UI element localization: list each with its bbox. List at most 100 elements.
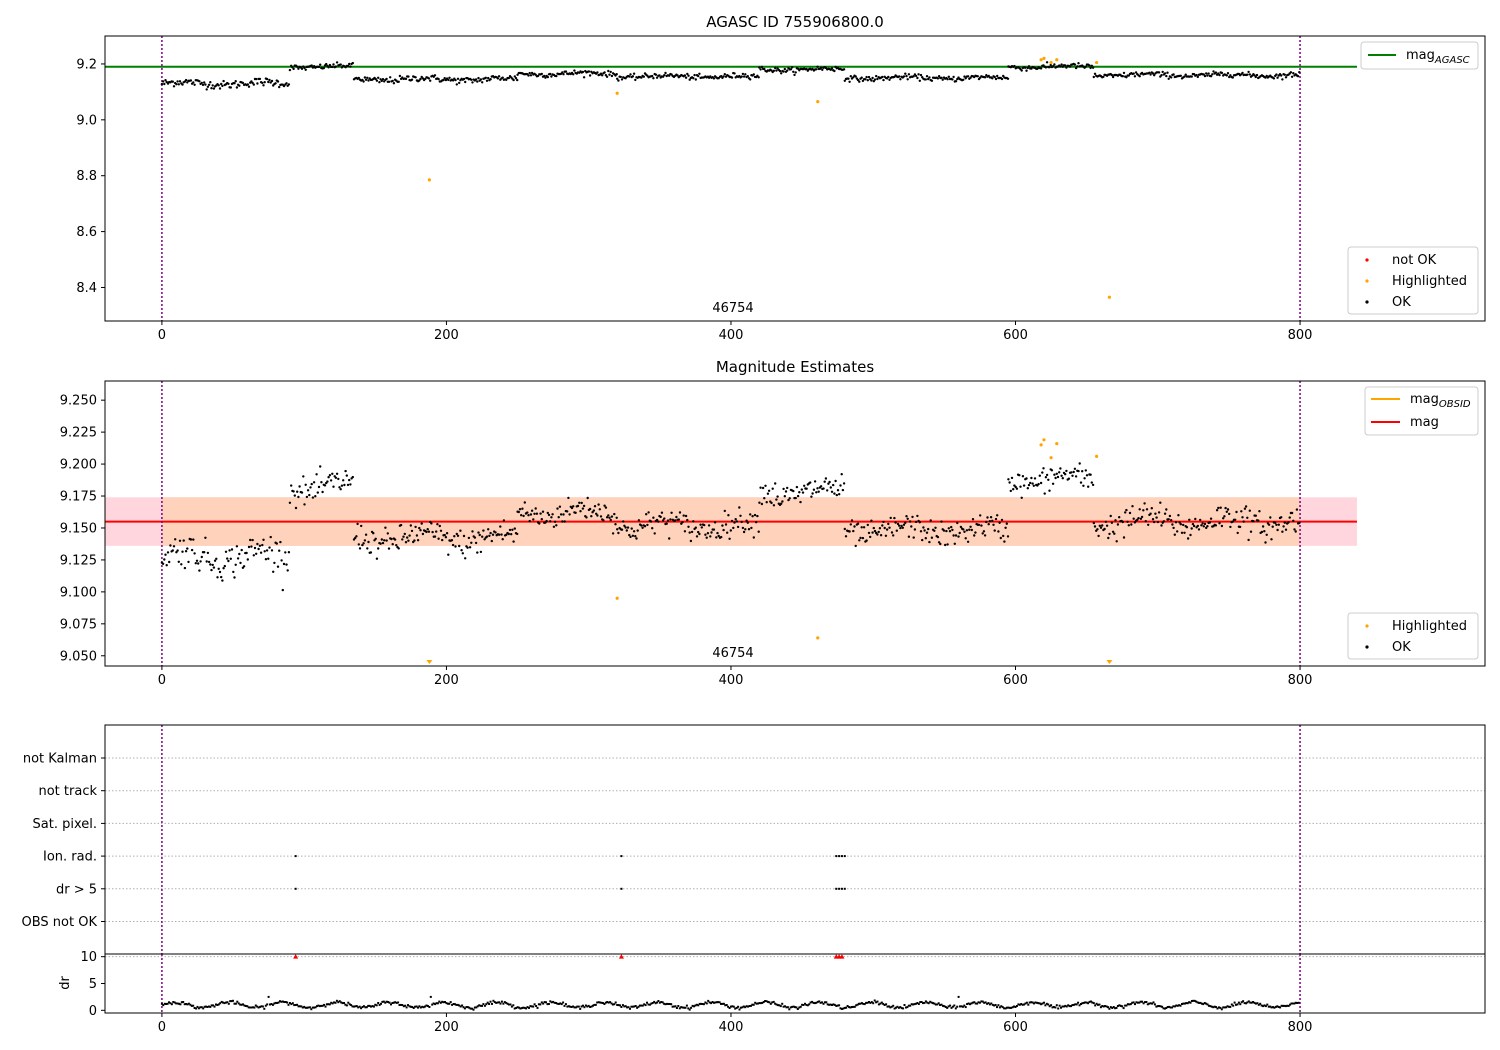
magnitude-ok-point bbox=[624, 526, 627, 529]
magnitude-ok-point bbox=[889, 516, 892, 520]
agasc-ok-point bbox=[443, 77, 446, 80]
agasc-ok-point bbox=[335, 61, 339, 64]
magnitude-ok-point bbox=[443, 533, 446, 537]
dr-point bbox=[547, 1003, 550, 1005]
magnitude-ok-point bbox=[732, 526, 735, 530]
dr-point bbox=[1225, 1006, 1228, 1009]
dr-point bbox=[882, 1002, 885, 1005]
magnitude-ok-point bbox=[828, 480, 831, 484]
magnitude-ok-point bbox=[171, 549, 174, 552]
magnitude-ok-point bbox=[172, 545, 176, 548]
dr-point bbox=[674, 1005, 677, 1008]
magnitude-ok-point bbox=[1265, 533, 1268, 536]
magnitude-ok-point bbox=[1145, 508, 1149, 511]
dr-point bbox=[623, 1005, 626, 1008]
magnitude-ok-point bbox=[1167, 518, 1170, 521]
dr-point bbox=[1044, 1004, 1047, 1007]
magnitude-ok-point bbox=[1059, 467, 1062, 470]
dr-point bbox=[819, 1001, 822, 1004]
agasc-ok-point bbox=[1044, 66, 1048, 69]
magnitude-ok-point bbox=[581, 507, 585, 510]
dr-point bbox=[848, 1006, 851, 1009]
agasc-ok-point bbox=[319, 63, 322, 66]
magnitude-ok-point bbox=[968, 528, 971, 531]
dr-point bbox=[906, 1006, 909, 1009]
magnitude-ok-point bbox=[218, 570, 222, 574]
agasc-ok-point bbox=[888, 78, 891, 82]
agasc-ok-point bbox=[686, 72, 689, 76]
dr-point bbox=[1115, 1006, 1118, 1009]
dr-point bbox=[890, 1005, 893, 1008]
magnitude-ok-point bbox=[253, 546, 257, 550]
dr-point bbox=[978, 1001, 981, 1004]
agasc-ok-point bbox=[783, 67, 786, 71]
magnitude-ok-point bbox=[1235, 510, 1238, 514]
agasc-ok-point bbox=[642, 75, 645, 78]
magnitude-ok-point bbox=[775, 498, 778, 501]
agasc-ok-point bbox=[849, 75, 852, 78]
magnitude-ok-point bbox=[193, 552, 196, 555]
dr-xtick-label: 600 bbox=[1003, 1020, 1028, 1035]
magnitude-ok-point bbox=[499, 525, 502, 528]
magnitude-ok-point bbox=[697, 530, 700, 534]
dr-point bbox=[742, 1005, 745, 1008]
dr-point bbox=[771, 1001, 774, 1004]
magnitude-ok-point bbox=[1153, 520, 1156, 524]
magnitude-ok-point bbox=[848, 530, 851, 533]
agasc-ok-point bbox=[455, 83, 458, 86]
magnitude-ok-point bbox=[841, 488, 845, 492]
dr-point bbox=[973, 1001, 976, 1004]
magnitude-ok-point bbox=[491, 533, 495, 536]
agasc-ok-point bbox=[1254, 75, 1258, 79]
agasc-ok-point bbox=[937, 75, 941, 78]
dr-point bbox=[784, 1005, 786, 1008]
magnitude-ok-point bbox=[1144, 520, 1148, 523]
agasc-ok-point bbox=[871, 76, 874, 80]
magnitude-ok-point bbox=[402, 535, 405, 538]
dr-point bbox=[1008, 1006, 1011, 1009]
magnitude-ok-point bbox=[1132, 517, 1135, 520]
agasc-ok-point bbox=[514, 77, 518, 80]
dr-point bbox=[1165, 1007, 1168, 1009]
agasc-ok-point bbox=[733, 72, 736, 75]
dr-point bbox=[294, 1004, 297, 1006]
agasc-ok-point bbox=[782, 70, 785, 73]
agasc-ok-point bbox=[1134, 71, 1138, 74]
agasc-ok-point bbox=[1122, 71, 1126, 75]
dr-point bbox=[452, 1003, 455, 1005]
dr-point bbox=[600, 1001, 603, 1004]
magnitude-ok-point bbox=[363, 539, 367, 542]
magnitude-ok-point bbox=[410, 529, 414, 533]
agasc-ok-point bbox=[914, 74, 918, 78]
dr-point bbox=[370, 1005, 372, 1008]
dr-point bbox=[953, 1004, 956, 1007]
magnitude-ok-point bbox=[314, 495, 317, 498]
dr-point bbox=[849, 1006, 852, 1009]
magnitude-ok-point bbox=[375, 557, 379, 560]
agasc-ok-point bbox=[543, 74, 546, 78]
dr-point bbox=[1041, 1002, 1044, 1005]
magnitude-ok-point bbox=[419, 529, 422, 532]
agasc-ok-point bbox=[698, 72, 701, 76]
magnitude-ok-point bbox=[228, 549, 231, 552]
agasc-ok-point bbox=[1027, 65, 1031, 68]
magnitude-ok-point bbox=[445, 532, 449, 535]
dr-point bbox=[335, 999, 338, 1002]
magnitude-ok-point bbox=[488, 534, 491, 537]
agasc-ok-point bbox=[484, 76, 487, 80]
dr-point bbox=[913, 1003, 916, 1006]
magnitude-ok-point bbox=[327, 476, 330, 479]
agasc-ok-point bbox=[610, 74, 614, 78]
dr-point bbox=[744, 1006, 747, 1009]
magnitude-ok-point bbox=[420, 522, 423, 525]
magnitude-ok-point bbox=[597, 503, 600, 506]
magnitude-ok-point bbox=[592, 509, 595, 512]
dr-point bbox=[260, 1005, 263, 1008]
dr-point bbox=[1274, 1005, 1277, 1008]
agasc-ok-point bbox=[1170, 76, 1173, 79]
magnitude-ok-point bbox=[1074, 475, 1078, 478]
magnitude-ok-point bbox=[1170, 519, 1173, 522]
dr-point bbox=[425, 1004, 428, 1007]
agasc-ok-point bbox=[941, 78, 944, 81]
dr-point bbox=[714, 1001, 717, 1004]
